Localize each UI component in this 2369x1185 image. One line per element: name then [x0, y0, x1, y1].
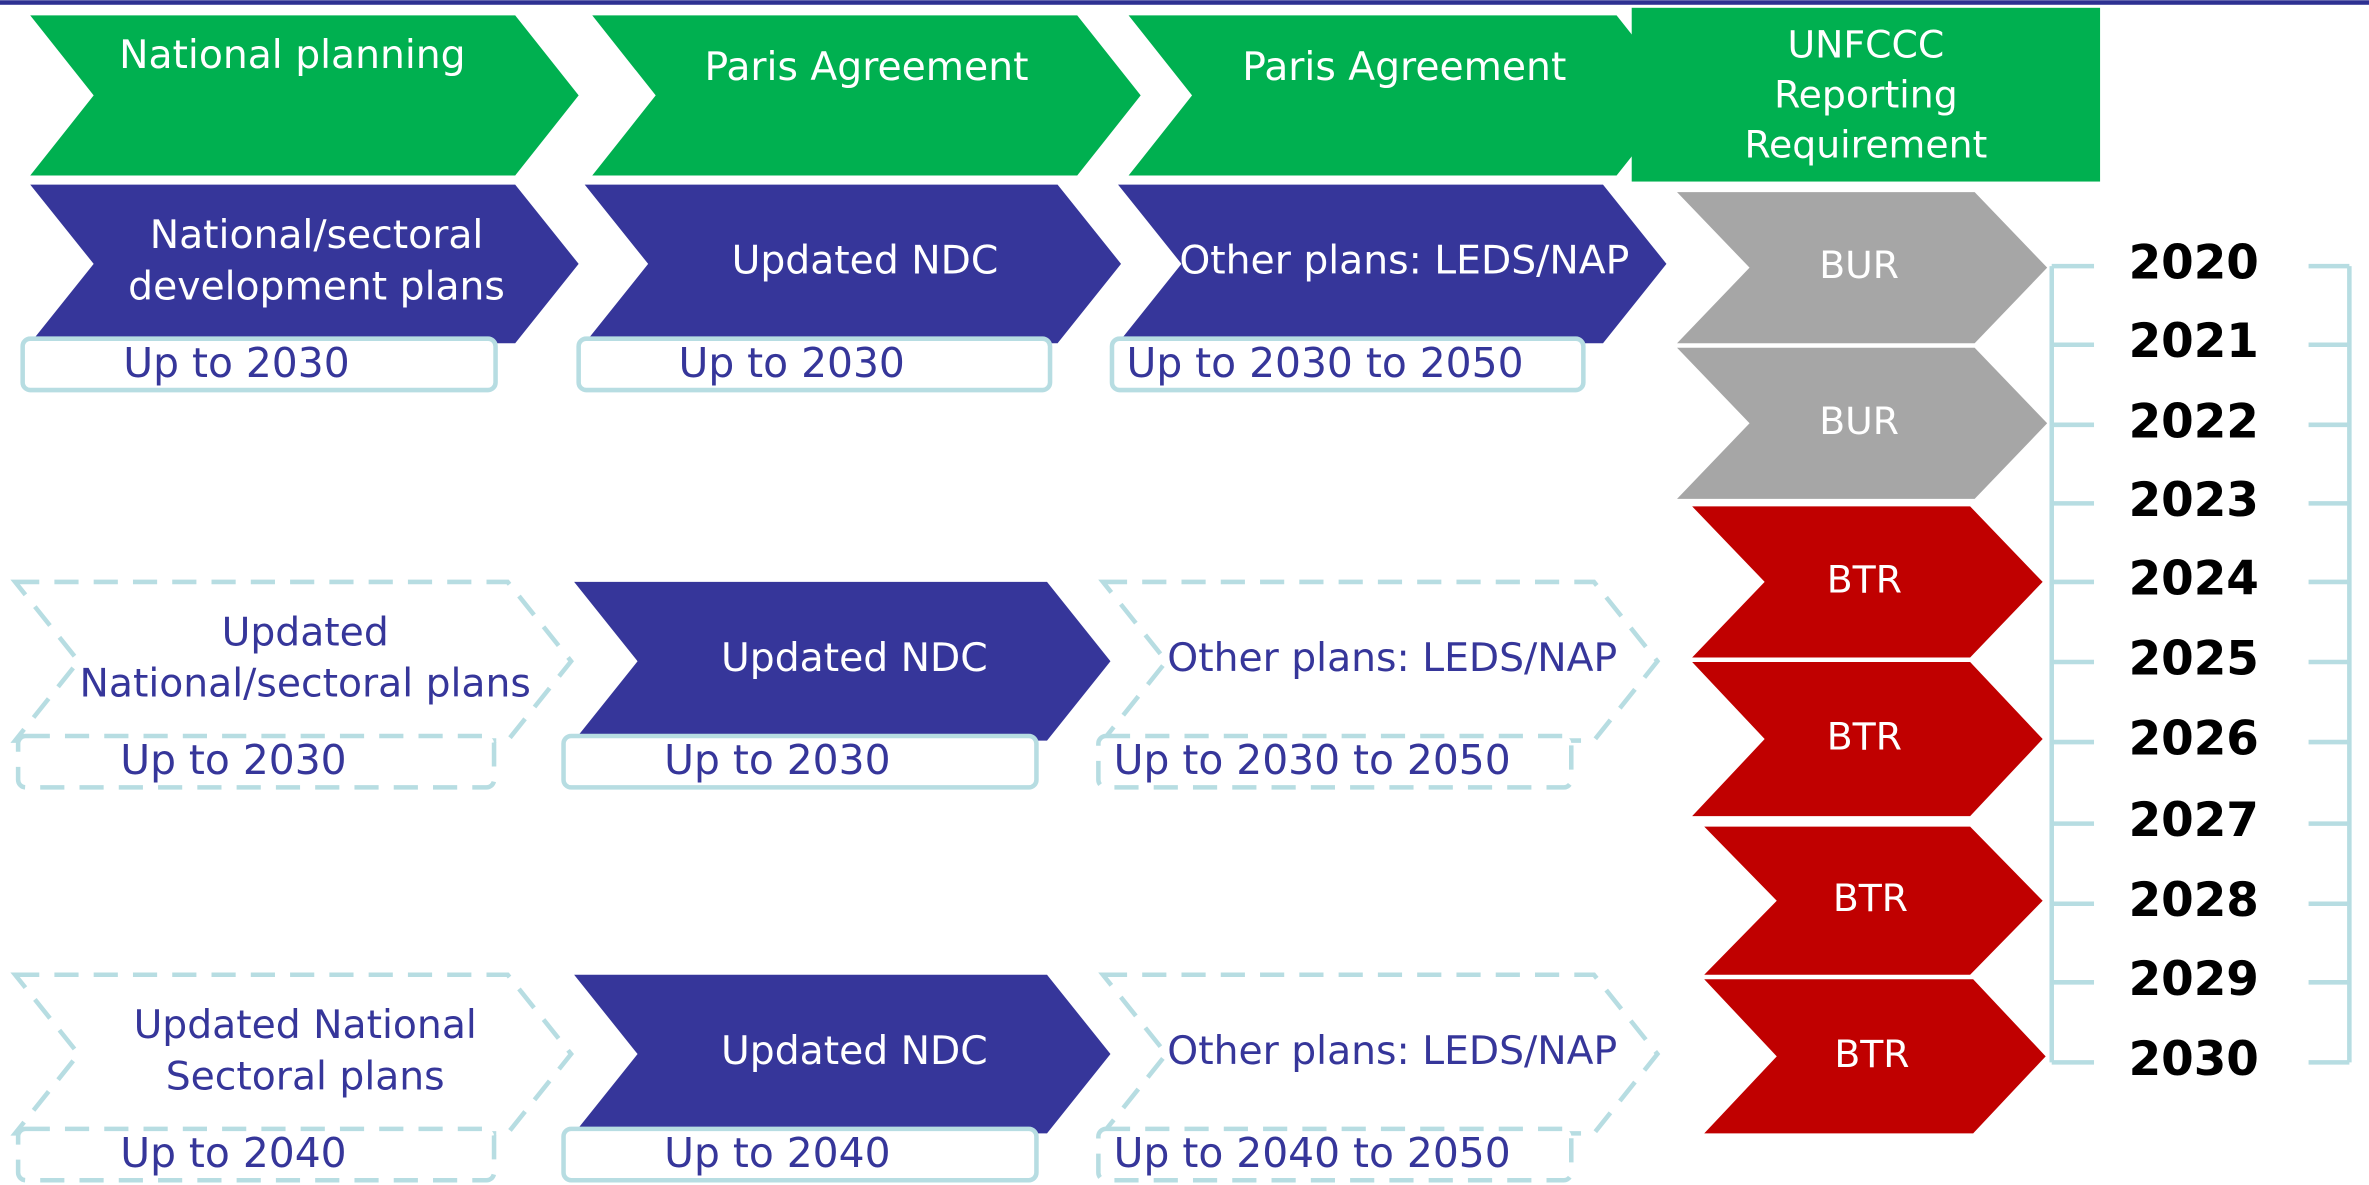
- report-text: BUR: [1819, 399, 1899, 443]
- report-chevron: [1704, 979, 2046, 1134]
- plan-chevron: [1098, 972, 1661, 1136]
- year: 2023: [2129, 474, 2259, 528]
- header-chevron: [592, 15, 1141, 176]
- plan-chevron: [1118, 184, 1667, 344]
- report-chevron: [1704, 826, 2043, 975]
- year: 2026: [2129, 713, 2259, 767]
- horizon-box: [1096, 733, 1574, 790]
- horizon-box: [1109, 336, 1586, 393]
- horizon-box: [15, 1126, 497, 1183]
- horizon-text: Up to 2040: [664, 1129, 890, 1177]
- horizon-box: [561, 1126, 1039, 1183]
- label-text: UNFCCC: [1788, 23, 1945, 67]
- horizon-box: [576, 336, 1053, 393]
- report-text: BTR: [1827, 557, 1902, 601]
- label-text: National/sectoral plans: [80, 662, 531, 707]
- plan-chevron: [10, 579, 575, 743]
- report-chevron: [1677, 192, 2048, 344]
- year: 2020: [2129, 237, 2259, 291]
- report-text: BTR: [1834, 1032, 1909, 1076]
- label-text: National planning: [119, 33, 466, 78]
- label-text: Reporting: [1774, 72, 1958, 116]
- year: 2030: [2129, 1033, 2259, 1087]
- report-chevron: [1692, 661, 2043, 817]
- horizon-box: [15, 733, 497, 790]
- report-text: BTR: [1827, 715, 1902, 759]
- header-box: [1631, 7, 2101, 182]
- report-chevron: [1692, 506, 2043, 658]
- year: 2028: [2129, 874, 2259, 928]
- horizon-text: Up to 2030 to 2050: [1126, 339, 1523, 387]
- header-chevron: [30, 15, 579, 176]
- label-text: Updated National: [134, 1003, 477, 1048]
- plan-chevron: [584, 184, 1122, 344]
- plan-chevron: [574, 581, 1111, 741]
- header-chevron: [1128, 15, 1681, 176]
- plan-chevron: [10, 972, 575, 1136]
- report-text: BUR: [1819, 243, 1899, 287]
- label-text: Sectoral plans: [166, 1054, 445, 1099]
- year: 2027: [2129, 794, 2259, 848]
- plan-chevron: [1098, 579, 1661, 743]
- top-bar: [0, 0, 2369, 5]
- year: 2025: [2129, 632, 2259, 686]
- horizon-text: Up to 2030 to 2050: [1114, 736, 1511, 784]
- horizon-box: [561, 733, 1039, 790]
- plan-chevron: [30, 184, 579, 344]
- report-text: BTR: [1833, 876, 1908, 920]
- label-text: Requirement: [1744, 122, 1987, 166]
- label-text: Other plans: LEDS/NAP: [1167, 1029, 1617, 1074]
- label-text: Other plans: LEDS/NAP: [1179, 239, 1629, 284]
- plan-chevron: [574, 974, 1111, 1134]
- horizon-text: Up to 2030: [664, 736, 890, 784]
- label-text: Updated NDC: [721, 1029, 988, 1074]
- label-text: Updated NDC: [721, 636, 988, 681]
- label-text: Updated: [222, 610, 389, 655]
- year: 2024: [2129, 552, 2259, 606]
- label-text: Other plans: LEDS/NAP: [1167, 636, 1617, 681]
- horizon-text: Up to 2030: [120, 736, 346, 784]
- report-chevron: [1677, 347, 2048, 499]
- year: 2021: [2129, 315, 2259, 369]
- label-text: Updated NDC: [732, 239, 999, 284]
- horizon-text: Up to 2030: [123, 339, 349, 387]
- label-text: development plans: [128, 264, 505, 309]
- label-text: Paris Agreement: [1242, 45, 1566, 90]
- label-text: National/sectoral: [150, 213, 484, 258]
- label-text: Paris Agreement: [704, 45, 1028, 90]
- horizon-text: Up to 2040 to 2050: [1114, 1129, 1511, 1177]
- horizon-text: Up to 2040: [120, 1129, 346, 1177]
- horizon-box: [1096, 1126, 1574, 1183]
- year: 2022: [2129, 395, 2259, 449]
- horizon-text: Up to 2030: [678, 339, 904, 387]
- year: 2029: [2129, 953, 2259, 1007]
- horizon-box: [20, 336, 498, 393]
